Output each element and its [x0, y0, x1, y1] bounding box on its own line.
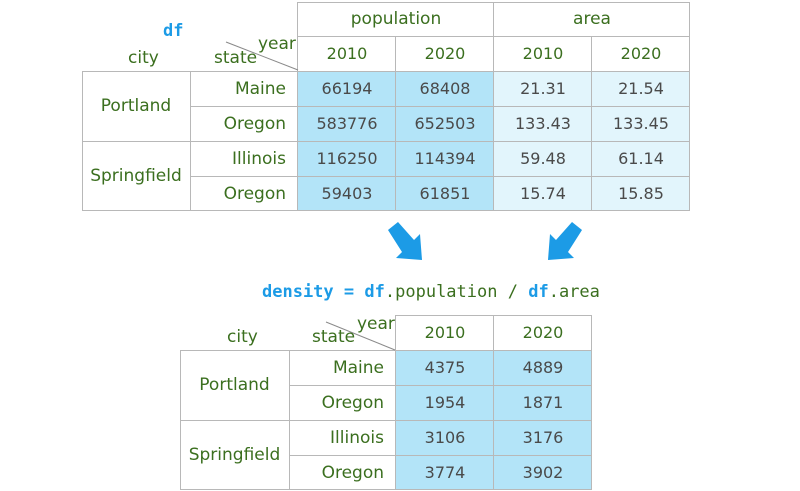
grid-line — [396, 315, 592, 316]
grid-line — [289, 455, 592, 456]
group-header-area: area — [573, 9, 611, 29]
table-cell: 583776 — [316, 114, 378, 133]
group-header-population: population — [350, 9, 442, 29]
state-index: Maine — [332, 357, 384, 378]
table-cell: 61.14 — [618, 149, 664, 168]
table-cell: 133.45 — [613, 114, 669, 133]
year-header: 2020 — [424, 44, 466, 63]
table-cell: 4375 — [424, 358, 466, 377]
city-index-portland: Portland — [100, 96, 172, 116]
grid-line — [82, 210, 690, 211]
grid-line — [190, 106, 690, 107]
table-cell: 59.48 — [520, 149, 566, 168]
grid-line — [298, 36, 690, 37]
table-cell: 652503 — [414, 114, 476, 133]
table-cell: 21.31 — [520, 79, 566, 98]
table-cell: 68408 — [419, 79, 471, 98]
table-cell: 4889 — [522, 358, 564, 377]
state-index: Oregon — [223, 183, 286, 204]
formula-divide: / — [507, 282, 518, 302]
df-label: df — [163, 21, 184, 41]
index-name-city: city — [128, 48, 159, 68]
table-cell: 21.54 — [618, 79, 664, 98]
grid-line — [289, 385, 592, 386]
table-cell: 15.85 — [618, 184, 664, 203]
grid-line — [190, 176, 690, 177]
state-index: Oregon — [223, 113, 286, 134]
grid-line — [395, 315, 396, 490]
city-index-portland: Portland — [199, 375, 270, 395]
grid-line — [591, 315, 592, 490]
table-cell: 3106 — [424, 428, 466, 447]
table-cell: 116250 — [316, 149, 378, 168]
state-index: Maine — [234, 78, 286, 99]
grid-line — [493, 2, 494, 211]
table-cell: 3774 — [424, 463, 466, 482]
table-cell: 66194 — [321, 79, 373, 98]
table-cell: 1871 — [522, 393, 564, 412]
formula-df: df — [528, 282, 549, 302]
table-cell: 133.43 — [515, 114, 571, 133]
grid-line — [82, 141, 690, 142]
grid-line — [289, 350, 290, 490]
grid-line — [180, 420, 592, 421]
year-header: 2010 — [326, 44, 368, 63]
column-name-year: year — [258, 34, 296, 54]
formula-df: df — [364, 282, 385, 302]
grid-line — [190, 71, 191, 211]
corner-diagonal — [225, 41, 299, 71]
year-header: 2020 — [522, 323, 564, 342]
formula-equals: = — [343, 282, 355, 302]
year-header: 2010 — [424, 323, 466, 342]
formula-variable: density — [262, 282, 334, 302]
table-cell: 61851 — [419, 184, 471, 203]
grid-line — [82, 71, 83, 211]
grid-line — [180, 350, 181, 490]
table-cell: 114394 — [414, 149, 476, 168]
formula-attribute: .area — [548, 282, 600, 302]
state-index: Oregon — [321, 462, 384, 483]
year-header: 2020 — [620, 44, 662, 63]
grid-line — [180, 489, 592, 490]
index-name-state: state — [214, 48, 258, 68]
grid-line — [297, 2, 298, 211]
table-cell: 15.74 — [520, 184, 566, 203]
arrow-down-left-icon — [548, 222, 582, 260]
grid-line — [180, 350, 592, 351]
table-cell: 59403 — [321, 184, 373, 203]
grid-line — [493, 315, 494, 490]
state-index: Illinois — [232, 148, 286, 169]
table-cell: 1954 — [424, 393, 466, 412]
city-index-springfield: Springfield — [188, 445, 281, 465]
corner-diagonal — [325, 321, 396, 351]
grid-line — [591, 36, 592, 211]
formula-attribute: .population — [384, 282, 498, 302]
column-name-year: year — [357, 314, 395, 334]
arrow-down-right-icon — [388, 222, 422, 260]
grid-line — [82, 71, 690, 72]
grid-line — [689, 2, 690, 211]
index-name-city: city — [227, 327, 258, 347]
year-header: 2010 — [522, 44, 564, 63]
index-name-state: state — [312, 327, 356, 347]
grid-line — [298, 2, 690, 3]
density-formula: density = df.population / df.area — [262, 282, 600, 302]
table-cell: 3176 — [522, 428, 564, 447]
table-cell: 3902 — [522, 463, 564, 482]
grid-line — [395, 36, 396, 211]
state-index: Illinois — [330, 427, 384, 448]
city-index-springfield: Springfield — [90, 166, 182, 186]
state-index: Oregon — [321, 392, 384, 413]
